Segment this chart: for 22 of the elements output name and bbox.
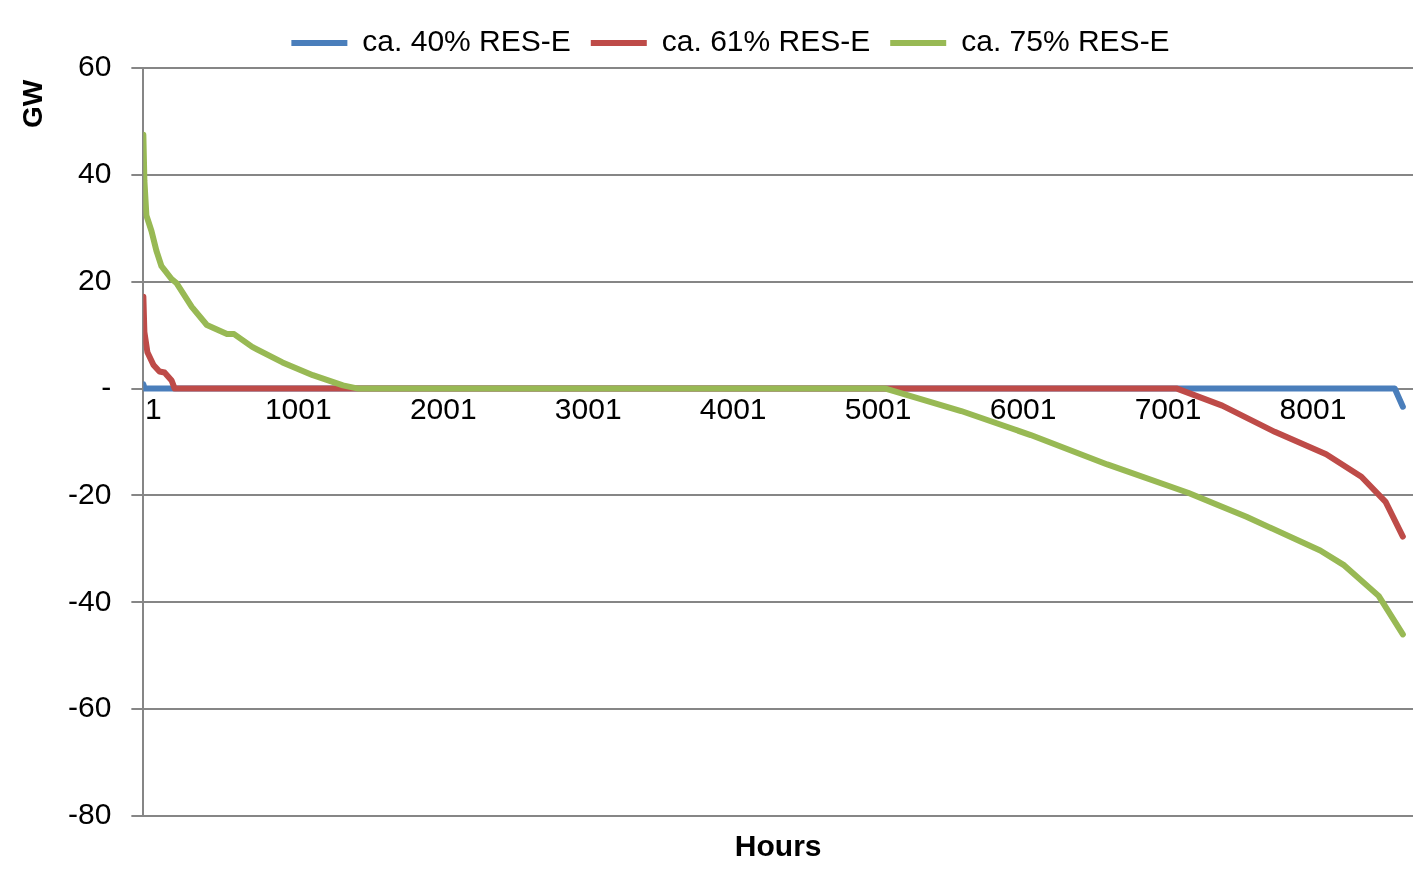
y-tick-label: 20 <box>77 262 112 296</box>
y-tick-label: -20 <box>68 476 112 510</box>
legend-label: ca. 40% RES-E <box>362 24 571 58</box>
x-tick-label: 4001 <box>699 391 767 425</box>
x-tick-label: 1001 <box>264 391 332 425</box>
y-tick-label: - <box>101 369 112 403</box>
x-tick-label: 7001 <box>1134 391 1202 425</box>
y-tick-label: -60 <box>68 690 112 724</box>
y-axis-title: GW <box>17 79 48 129</box>
y-tick-label: 40 <box>77 156 112 190</box>
legend-label: ca. 75% RES-E <box>961 24 1170 58</box>
x-tick-label: 2001 <box>409 391 477 425</box>
x-tick-label: 8001 <box>1279 391 1347 425</box>
y-tick-label: -40 <box>68 583 112 617</box>
y-tick-label: 60 <box>77 49 112 83</box>
x-tick-label: 6001 <box>989 391 1057 425</box>
x-tick-label: 5001 <box>844 391 912 425</box>
legend-label: ca. 61% RES-E <box>661 24 871 58</box>
y-tick-label: -80 <box>68 797 112 831</box>
x-tick-label: 1 <box>145 391 162 425</box>
x-tick-label: 3001 <box>554 391 622 425</box>
x-axis-title: Hours <box>734 829 822 862</box>
